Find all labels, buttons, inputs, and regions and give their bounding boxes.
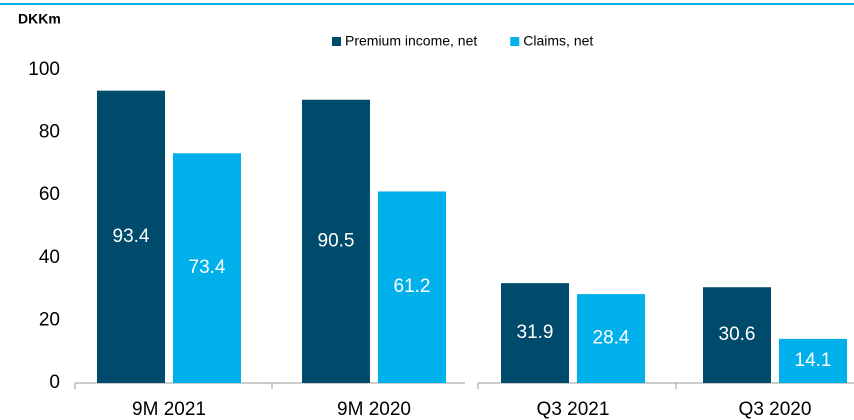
y-tick-label: 80 (39, 122, 60, 143)
legend-swatch (332, 37, 341, 46)
value-label: 31.9 (517, 322, 554, 343)
bar (97, 90, 165, 384)
y-tick-label: 60 (39, 184, 60, 205)
value-label: 28.4 (593, 328, 630, 349)
y-tick-label: 100 (28, 59, 60, 80)
value-label: 90.5 (318, 230, 355, 251)
unit-label: DKKm (18, 11, 61, 27)
y-tick-label: 0 (49, 372, 60, 393)
bar (577, 294, 645, 383)
value-label: 73.4 (189, 257, 226, 278)
value-label: 93.4 (113, 226, 150, 247)
legend-label: Claims, net (523, 33, 593, 49)
y-tick-label: 20 (39, 309, 60, 330)
value-label: 61.2 (394, 276, 431, 297)
y-tick-label: 40 (39, 247, 60, 268)
bar (501, 283, 569, 383)
bar (302, 99, 370, 384)
bar (173, 153, 241, 383)
x-tick-label: Q3 2020 (739, 399, 812, 420)
x-tick-label: 9M 2021 (132, 399, 206, 420)
legend-swatch (510, 37, 520, 46)
value-label: 30.6 (719, 324, 756, 345)
value-label: 14.1 (795, 350, 832, 371)
x-tick-label: 9M 2020 (337, 399, 411, 420)
bar (703, 287, 771, 383)
legend-label: Premium income, net (345, 33, 477, 49)
x-tick-label: Q3 2021 (537, 399, 610, 420)
bar (378, 191, 446, 383)
bar (779, 338, 847, 383)
